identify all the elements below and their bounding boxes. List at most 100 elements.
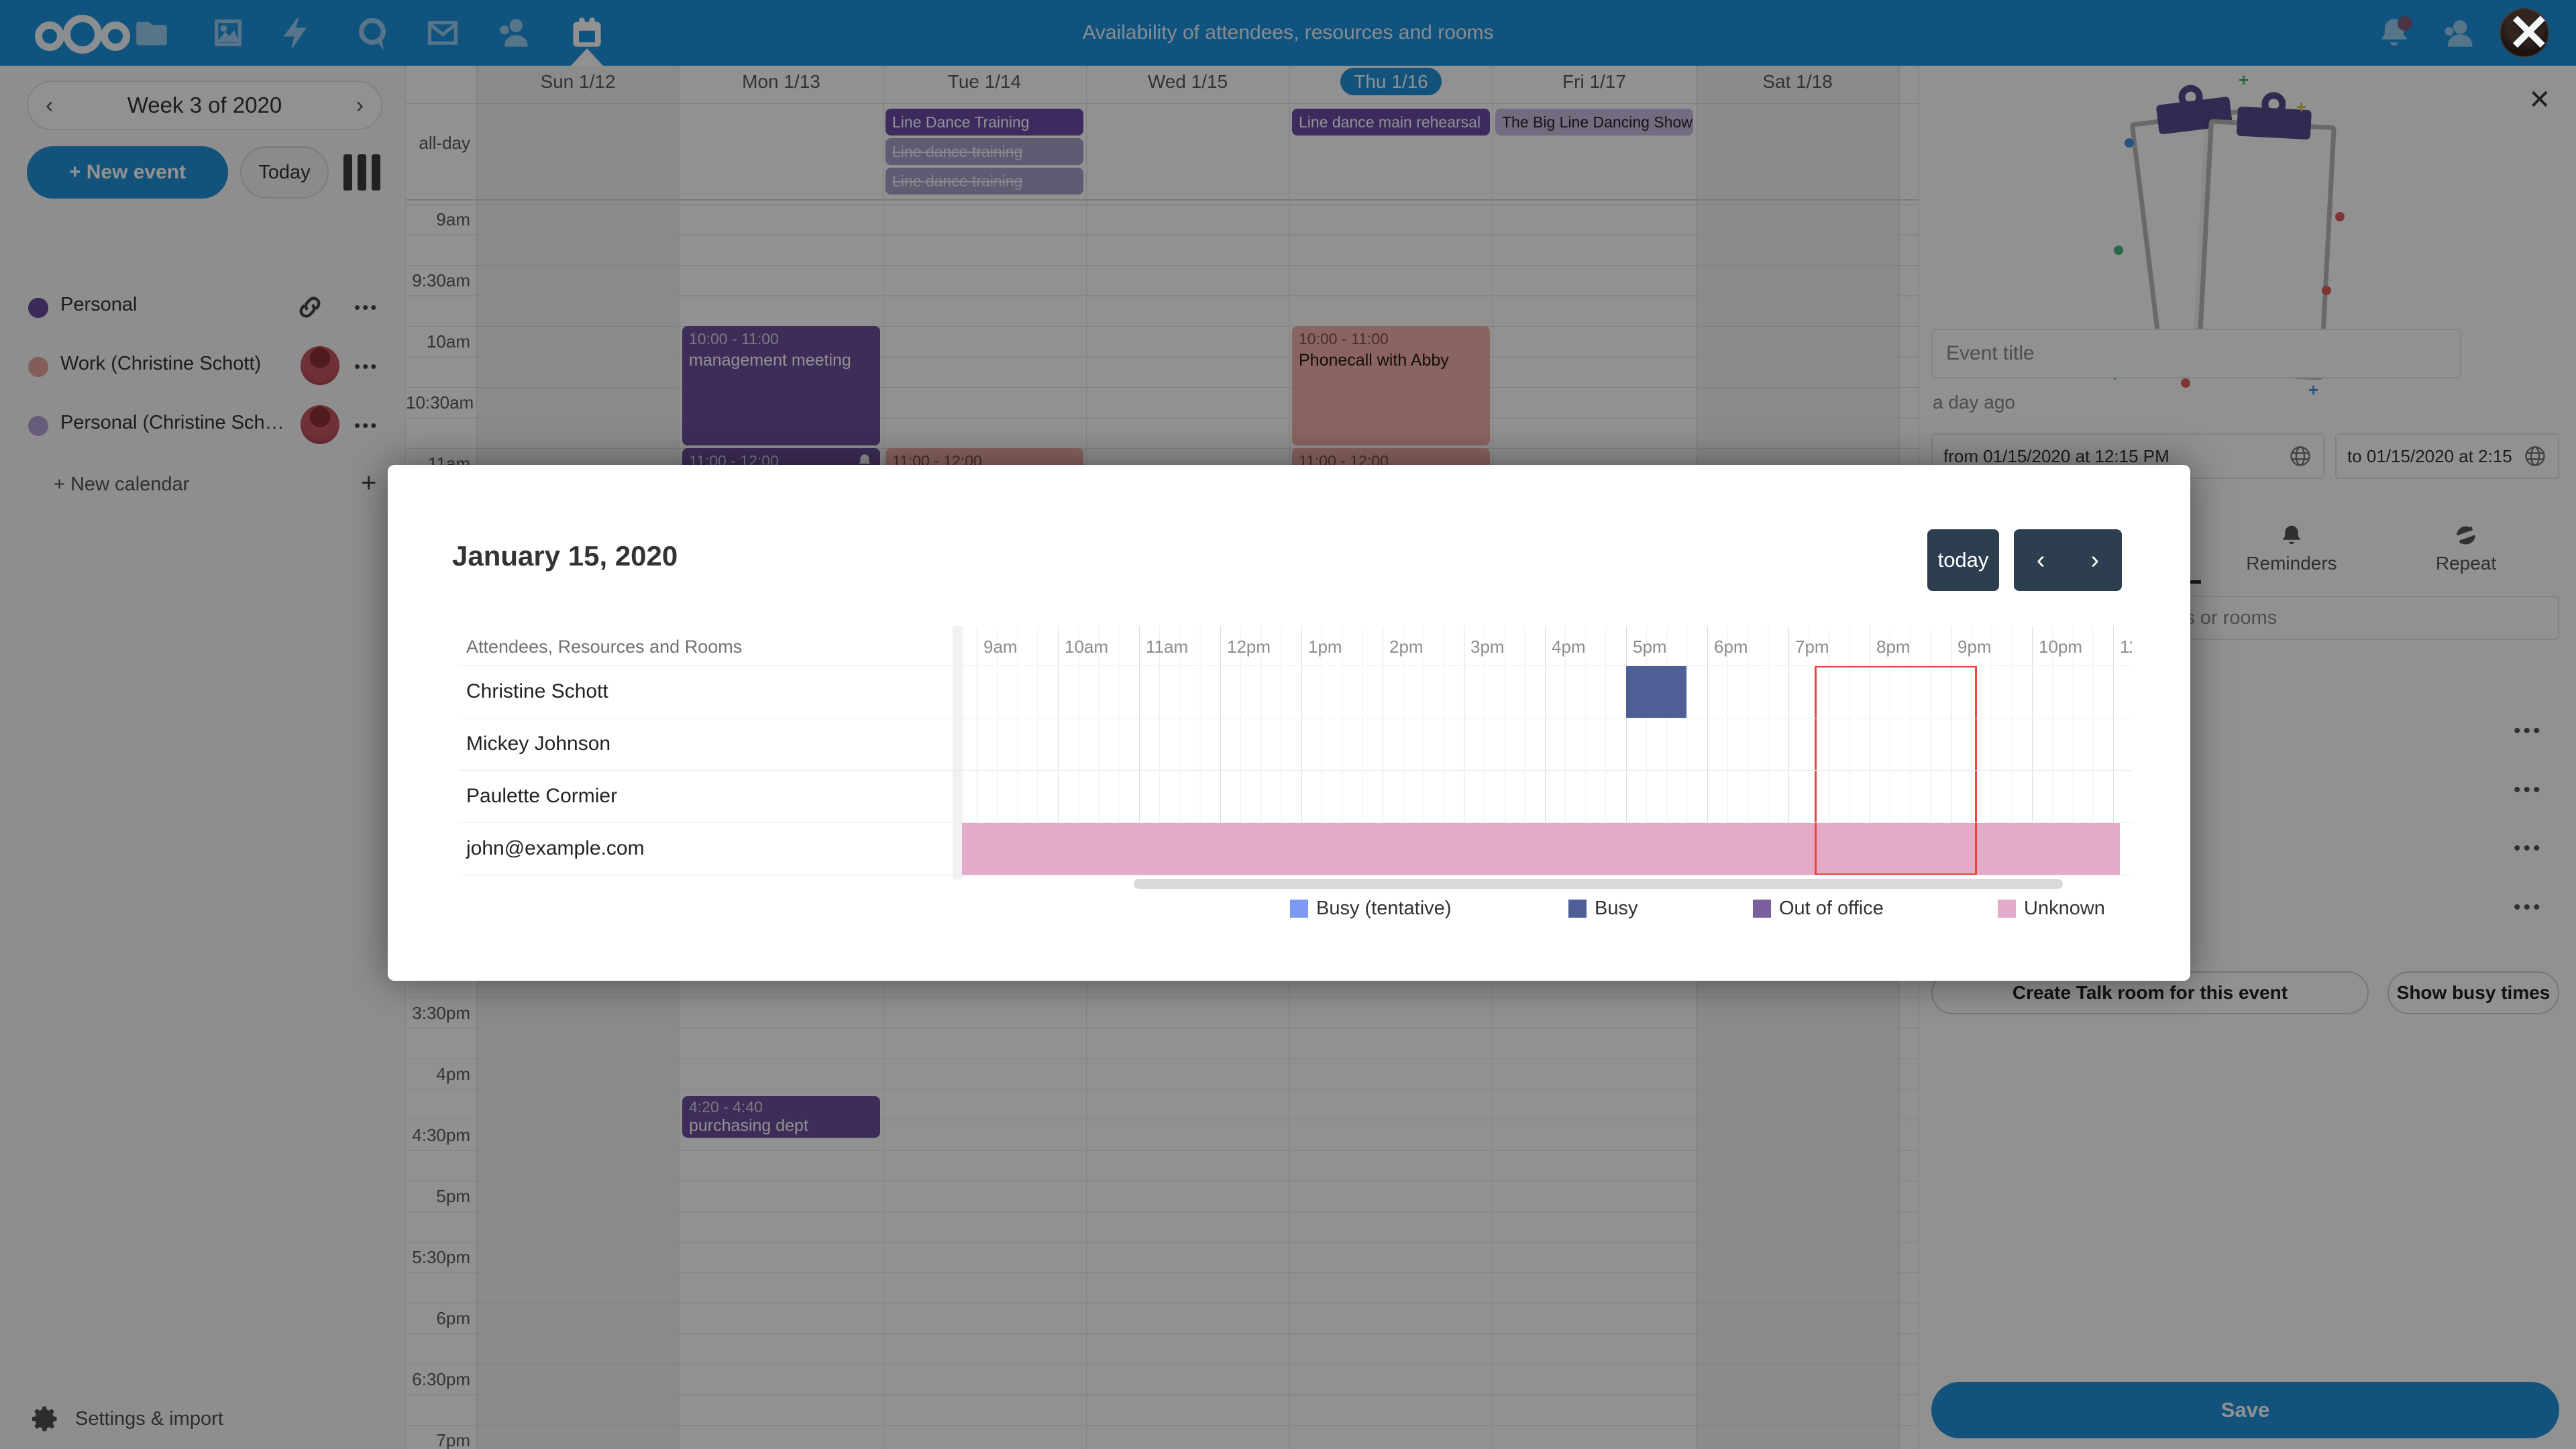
active-app-caret xyxy=(571,48,603,66)
calendar-list-item[interactable]: Personal (Christine Scho…) ••• xyxy=(0,396,406,455)
attendee-name: Paulette Cormier xyxy=(466,785,618,807)
allday-event[interactable]: Line dance main rehearsal xyxy=(1292,109,1490,136)
axis-label: 9am xyxy=(983,637,1018,657)
contacts-menu-icon[interactable] xyxy=(2435,9,2482,56)
cursor-x-icon: ✕ xyxy=(2508,5,2551,62)
day-header[interactable]: Fri 1/17 xyxy=(1562,71,1626,92)
calendar-list-item[interactable]: Personal ••• xyxy=(0,278,406,337)
day-header[interactable]: Tue 1/14 xyxy=(947,71,1022,92)
close-icon[interactable]: ✕ xyxy=(2528,85,2551,115)
next-day-icon[interactable]: › xyxy=(2090,545,2100,574)
time-label: 4pm xyxy=(436,1064,470,1084)
attendee-name: Christine Schott xyxy=(466,680,608,702)
axis-label: 11am xyxy=(1146,637,1189,657)
legend-busy-tentative: Busy (tentative) xyxy=(1290,898,1451,920)
new-calendar-plus-icon[interactable]: + xyxy=(361,468,377,498)
calendar-event[interactable]: 4:20 - 4:40 purchasing dept xyxy=(682,1096,880,1138)
event-title-input[interactable] xyxy=(1931,329,2461,378)
share-link-icon[interactable] xyxy=(295,292,325,322)
day-header[interactable]: Sat 1/18 xyxy=(1762,71,1833,92)
new-event-button[interactable]: + New event xyxy=(27,146,228,199)
axis-label: 5pm xyxy=(1633,637,1667,657)
calendar-app-icon[interactable] xyxy=(564,9,610,56)
modal-date-title: January 15, 2020 xyxy=(452,540,678,572)
time-label: 9am xyxy=(436,209,470,229)
attendees-column-header: Attendees, Resources and Rooms xyxy=(466,637,743,657)
talk-app-icon[interactable] xyxy=(349,9,396,56)
time-label: 10:30am xyxy=(406,392,474,413)
new-calendar-button[interactable]: + New calendar xyxy=(54,474,190,495)
previous-week-icon[interactable]: ‹ xyxy=(46,92,54,118)
tab-repeat[interactable]: Repeat xyxy=(2389,523,2543,584)
legend-busy: Busy xyxy=(1568,898,1638,920)
timezone-globe-icon[interactable] xyxy=(2523,444,2547,468)
week-switcher[interactable]: ‹ Week 3 of 2020 › xyxy=(27,80,382,130)
modal-today-button[interactable]: today xyxy=(1927,529,1999,591)
allday-event-cancelled[interactable]: Line dance training xyxy=(885,168,1083,195)
shared-by-avatar xyxy=(301,346,339,385)
attendee-row-menu-icon[interactable]: ••• xyxy=(2514,896,2543,918)
column-divider xyxy=(953,626,962,879)
settings-import[interactable]: Settings & import xyxy=(31,1404,223,1434)
today-button[interactable]: Today xyxy=(240,146,329,199)
show-busy-times-button[interactable]: Show busy times xyxy=(2387,971,2559,1014)
event-end-field[interactable]: to 01/15/2020 at 2:15 PM xyxy=(2335,433,2559,479)
time-label: 5:30pm xyxy=(412,1247,470,1267)
allday-event[interactable]: The Big Line Dancing Show xyxy=(1495,109,1693,136)
page-title: Availability of attendees, resources and… xyxy=(1082,21,1494,44)
all-day-label: all-day xyxy=(419,133,470,153)
save-button[interactable]: Save xyxy=(1931,1382,2559,1438)
axis-label: 7pm xyxy=(1795,637,1829,657)
contacts-app-icon[interactable] xyxy=(490,9,537,56)
axis-label: 1pm xyxy=(1308,637,1342,657)
calendar-list-item[interactable]: Work (Christine Schott) ••• xyxy=(0,337,406,396)
calendar-actions-icon[interactable]: ••• xyxy=(354,356,379,376)
shared-by-avatar xyxy=(301,405,339,444)
time-label: 7pm xyxy=(436,1430,470,1449)
photos-app-icon[interactable] xyxy=(205,9,252,56)
calendar-event[interactable]: 10:00 - 11:00 Phonecall with Abby xyxy=(1292,326,1490,445)
activity-app-icon[interactable] xyxy=(273,9,320,56)
mail-app-icon[interactable] xyxy=(419,9,466,56)
left-sidebar: ‹ Week 3 of 2020 › + New event Today Per… xyxy=(0,66,406,1449)
repeat-icon xyxy=(2457,526,2475,545)
calendar-actions-icon[interactable]: ••• xyxy=(354,415,379,435)
user-avatar[interactable] xyxy=(2500,8,2549,58)
time-label: 10am xyxy=(426,331,470,352)
time-label: 9:30am xyxy=(412,270,470,290)
previous-day-icon[interactable]: ‹ xyxy=(2036,545,2045,574)
attendee-row-menu-icon[interactable]: ••• xyxy=(2514,720,2543,742)
allday-event[interactable]: Line Dance Training xyxy=(885,109,1083,136)
modal-day-nav[interactable]: ‹ › xyxy=(2014,529,2122,591)
gear-icon xyxy=(32,1406,57,1432)
axis-label: 10pm xyxy=(2039,637,2083,657)
allday-event-cancelled[interactable]: Line dance training xyxy=(885,138,1083,165)
axis-label: 12pm xyxy=(1227,637,1271,657)
day-header-today[interactable]: Thu 1/16 xyxy=(1289,68,1493,95)
files-app-icon[interactable] xyxy=(128,9,175,56)
axis-label: 4pm xyxy=(1552,637,1586,657)
top-header-bar: Availability of attendees, resources and… xyxy=(0,0,2576,66)
calendar-color-dot xyxy=(28,416,48,436)
attendee-row-menu-icon[interactable]: ••• xyxy=(2514,779,2543,801)
axis-label: 11pm xyxy=(2120,637,2132,657)
time-label: 6:30pm xyxy=(412,1369,470,1389)
calendar-event[interactable]: 10:00 - 11:00 management meeting xyxy=(682,326,880,445)
notifications-bell-icon[interactable] xyxy=(2371,9,2418,56)
notification-badge xyxy=(2398,16,2412,31)
timeline-scrollbar[interactable] xyxy=(1134,879,2063,889)
day-header[interactable]: Sun 1/12 xyxy=(540,71,616,92)
day-header[interactable]: Mon 1/13 xyxy=(742,71,820,92)
time-label: 6pm xyxy=(436,1308,470,1328)
calendar-actions-icon[interactable]: ••• xyxy=(354,297,379,317)
week-view-toggle-icon[interactable] xyxy=(343,154,382,191)
next-week-icon[interactable]: › xyxy=(356,92,364,118)
attendee-name: Mickey Johnson xyxy=(466,733,611,755)
nextcloud-logo-icon[interactable] xyxy=(35,15,136,54)
tab-reminders[interactable]: Reminders xyxy=(2214,523,2369,584)
attendee-row-menu-icon[interactable]: ••• xyxy=(2514,837,2543,859)
timezone-globe-icon[interactable] xyxy=(2288,444,2312,468)
axis-label: 10am xyxy=(1065,637,1109,657)
day-header[interactable]: Wed 1/15 xyxy=(1147,71,1228,92)
week-label: Week 3 of 2020 xyxy=(127,93,282,117)
